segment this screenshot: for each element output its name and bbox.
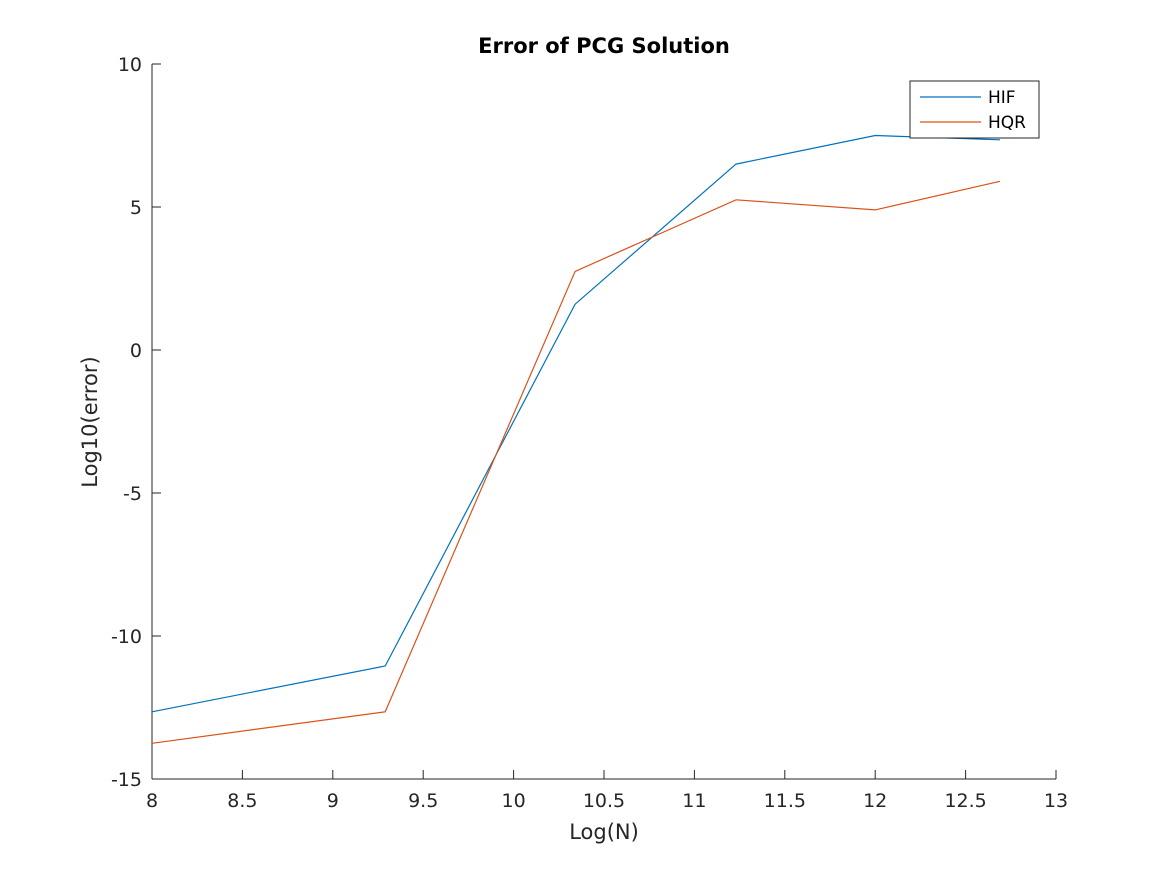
x-tick-label: 10.5 (583, 790, 625, 812)
series-line-hif (151, 134, 1001, 713)
series-line-hqr (151, 180, 1001, 744)
x-tick-label: 9.5 (408, 790, 438, 812)
x-tick-label: 9 (327, 790, 339, 812)
legend-label-hqr: HQR (988, 113, 1026, 133)
chart-title: Error of PCG Solution (478, 34, 730, 58)
y-tick-label: -10 (111, 626, 142, 648)
series-lines (151, 134, 1001, 744)
x-tick-label: 8.5 (227, 790, 257, 812)
y-tick-label: 10 (118, 54, 142, 76)
axes: 8 8.5 9 9.5 10 10.5 11 11.5 12 12.5 13 -15 -10 -5 0 5 10 (111, 54, 1068, 812)
legend-label-hif: HIF (988, 88, 1016, 108)
legend-box (909, 80, 1040, 139)
y-tick-label: -5 (123, 483, 142, 505)
y-tick-label: -15 (111, 769, 142, 791)
x-tick-label: 11 (682, 790, 706, 812)
legend: HIF HQR (909, 80, 1040, 139)
x-tick-label: 12.5 (944, 790, 986, 812)
x-tick-label: 10 (502, 790, 526, 812)
x-tick-label: 11.5 (764, 790, 806, 812)
y-tick-label: 0 (130, 340, 142, 362)
x-tick-label: 12 (863, 790, 887, 812)
y-tick-label: 5 (130, 197, 142, 219)
x-axis-title: Log(N) (569, 820, 639, 844)
y-axis-title: Log10(error) (78, 356, 102, 487)
x-tick-label: 8 (146, 790, 158, 812)
x-tick-label: 13 (1044, 790, 1068, 812)
